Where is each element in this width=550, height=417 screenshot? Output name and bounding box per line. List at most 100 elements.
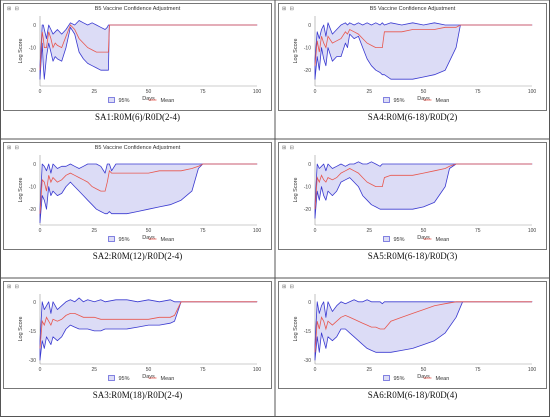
confidence-band-95	[314, 161, 533, 219]
mean-line	[314, 163, 532, 210]
x-tick-label: 100	[528, 228, 537, 234]
chart-title: B5 Vaccine Confidence Adjustment	[94, 6, 181, 12]
panel-caption: SA3:R0M(18)/R0D(2-4)	[92, 390, 183, 400]
legend-label-95: 95%	[394, 376, 405, 382]
x-tick-label: 50	[146, 367, 152, 373]
chart-svg: 0 25 50 75 100 -20 -10 0 Days Log Score 95% Mean	[18, 16, 262, 104]
chart-cell-3: ⊞ ⊟ B5 Vaccine Confidence Adjustment 0 25 50…	[0, 139, 275, 278]
chart-panel: ⊞ ⊟ B5 Vaccine Confidence Adjustment 0 25 50…	[278, 3, 547, 111]
chart-svg: 0 25 50 75 100 -20 -10 0 Days Log Score 95% Mean	[293, 155, 537, 243]
mean-line	[39, 301, 257, 349]
panel-caption: SA5:R0M(6-18)/R0D(3)	[367, 251, 458, 261]
mean-line	[39, 163, 257, 214]
panel-toolbar-icon[interactable]: ⊞ ⊟	[7, 145, 20, 151]
x-tick-label: 0	[39, 89, 42, 95]
x-tick-label: 25	[366, 228, 372, 234]
y-tick-label: 0	[308, 162, 311, 168]
y-axis-label: Log Score	[293, 38, 299, 63]
y-axis-label: Log Score	[293, 177, 299, 202]
chart-svg: 0 25 50 75 100 -20 -10 0 Days Log Score 95% Mean	[18, 155, 262, 243]
legend-label-mean: Mean	[436, 376, 450, 382]
confidence-band-95	[39, 297, 258, 361]
y-tick-label: -30	[304, 358, 311, 364]
confidence-band-95	[39, 20, 258, 80]
chart-svg: 0 25 50 75 100 -20 -10 0 Days Log Score 95% Mean	[293, 16, 537, 104]
y-axis-label: Log Score	[18, 38, 24, 63]
y-tick-label: 0	[33, 300, 36, 306]
legend-label-95: 95%	[119, 376, 130, 382]
x-tick-label: 100	[253, 89, 262, 95]
x-tick-label: 100	[253, 367, 262, 373]
panel-toolbar-icon[interactable]: ⊞ ⊟	[282, 145, 295, 151]
x-tick-label: 100	[528, 89, 537, 95]
legend-label-mean: Mean	[161, 98, 175, 104]
panel-caption: SA1:R0M(6)/R0D(2-4)	[95, 112, 180, 122]
y-tick-label: -30	[29, 358, 36, 364]
legend-label-mean: Mean	[436, 237, 450, 243]
x-tick-label: 100	[253, 228, 262, 234]
y-tick-label: -10	[304, 185, 311, 191]
legend-label-95: 95%	[119, 237, 130, 243]
x-tick-label: 25	[91, 89, 97, 95]
y-tick-label: -15	[304, 329, 311, 335]
x-tick-label: 75	[475, 228, 481, 234]
panel-caption: SA2:R0M(12)/R0D(2-4)	[92, 251, 183, 261]
legend-swatch-95	[108, 97, 115, 103]
x-tick-label: 25	[91, 228, 97, 234]
panel-toolbar-icon[interactable]: ⊞ ⊟	[7, 284, 20, 290]
x-tick-label: 25	[366, 367, 372, 373]
y-tick-label: -20	[304, 68, 311, 74]
x-tick-label: 75	[200, 228, 206, 234]
legend-label-mean: Mean	[436, 98, 450, 104]
legend-label-95: 95%	[119, 98, 130, 104]
mean-line	[314, 301, 532, 353]
y-tick-label: -20	[304, 207, 311, 213]
legend-label-mean: Mean	[161, 237, 175, 243]
x-axis-label: Days	[142, 96, 155, 102]
x-tick-label: 75	[200, 89, 206, 95]
legend-label-95: 95%	[394, 237, 405, 243]
chart-panel: ⊞ ⊟ B5 Vaccine Confidence Adjustment 0 25 50…	[3, 142, 272, 250]
panel-toolbar-icon[interactable]: ⊞ ⊟	[282, 284, 295, 290]
x-axis-label: Days	[417, 374, 430, 380]
legend-label-mean: Mean	[161, 376, 175, 382]
legend-swatch-95	[108, 375, 115, 381]
y-tick-label: 0	[308, 300, 311, 306]
panel-toolbar-icon[interactable]: ⊞ ⊟	[7, 6, 20, 12]
x-tick-label: 25	[91, 367, 97, 373]
y-tick-label: -10	[29, 185, 36, 191]
chart-svg: 0 25 50 75 100 -30 -15 0 Days Log Score 95% Mean	[18, 294, 262, 382]
mean-line	[39, 24, 257, 71]
x-tick-label: 50	[146, 89, 152, 95]
y-axis-label: Log Score	[293, 316, 299, 341]
confidence-band-95	[314, 299, 533, 361]
x-axis-label: Days	[417, 96, 430, 102]
legend-swatch-95	[383, 375, 390, 381]
x-axis-label: Days	[142, 235, 155, 241]
legend-swatch-95	[108, 236, 115, 242]
x-tick-label: 75	[200, 367, 206, 373]
chart-panel: ⊞ ⊟ 0 25 50 75 100 -30 -15 0 Days Log Score 95% Mean	[278, 281, 547, 389]
y-axis-label: Log Score	[18, 316, 24, 341]
x-tick-label: 50	[421, 228, 427, 234]
x-tick-label: 50	[421, 89, 427, 95]
x-tick-label: 100	[528, 367, 537, 373]
y-tick-label: -20	[29, 68, 36, 74]
legend-swatch-95	[383, 97, 390, 103]
x-tick-label: 75	[475, 89, 481, 95]
chart-cell-4: ⊞ ⊟ 0 25 50 75 100 -20 -10 0 Days Log Score 95% Mean…	[275, 139, 550, 278]
chart-panel: ⊞ ⊟ B5 Vaccine Confidence Adjustment 0 25 50…	[3, 3, 272, 111]
chart-cell-1: ⊞ ⊟ B5 Vaccine Confidence Adjustment 0 25 50…	[0, 0, 275, 139]
x-axis-label: Days	[142, 374, 155, 380]
panel-caption: SA4:R0M(6-18)/R0D(2)	[367, 112, 458, 122]
panel-toolbar-icon[interactable]: ⊞ ⊟	[282, 6, 295, 12]
x-tick-label: 75	[475, 367, 481, 373]
chart-title: B5 Vaccine Confidence Adjustment	[94, 145, 181, 151]
chart-panel: ⊞ ⊟ 0 25 50 75 100 -20 -10 0 Days Log Score 95% Mean	[278, 142, 547, 250]
x-tick-label: 0	[39, 367, 42, 373]
chart-svg: 0 25 50 75 100 -30 -15 0 Days Log Score 95% Mean	[293, 294, 537, 382]
x-tick-label: 0	[314, 228, 317, 234]
y-tick-label: -15	[29, 329, 36, 335]
y-tick-label: 0	[33, 162, 36, 168]
